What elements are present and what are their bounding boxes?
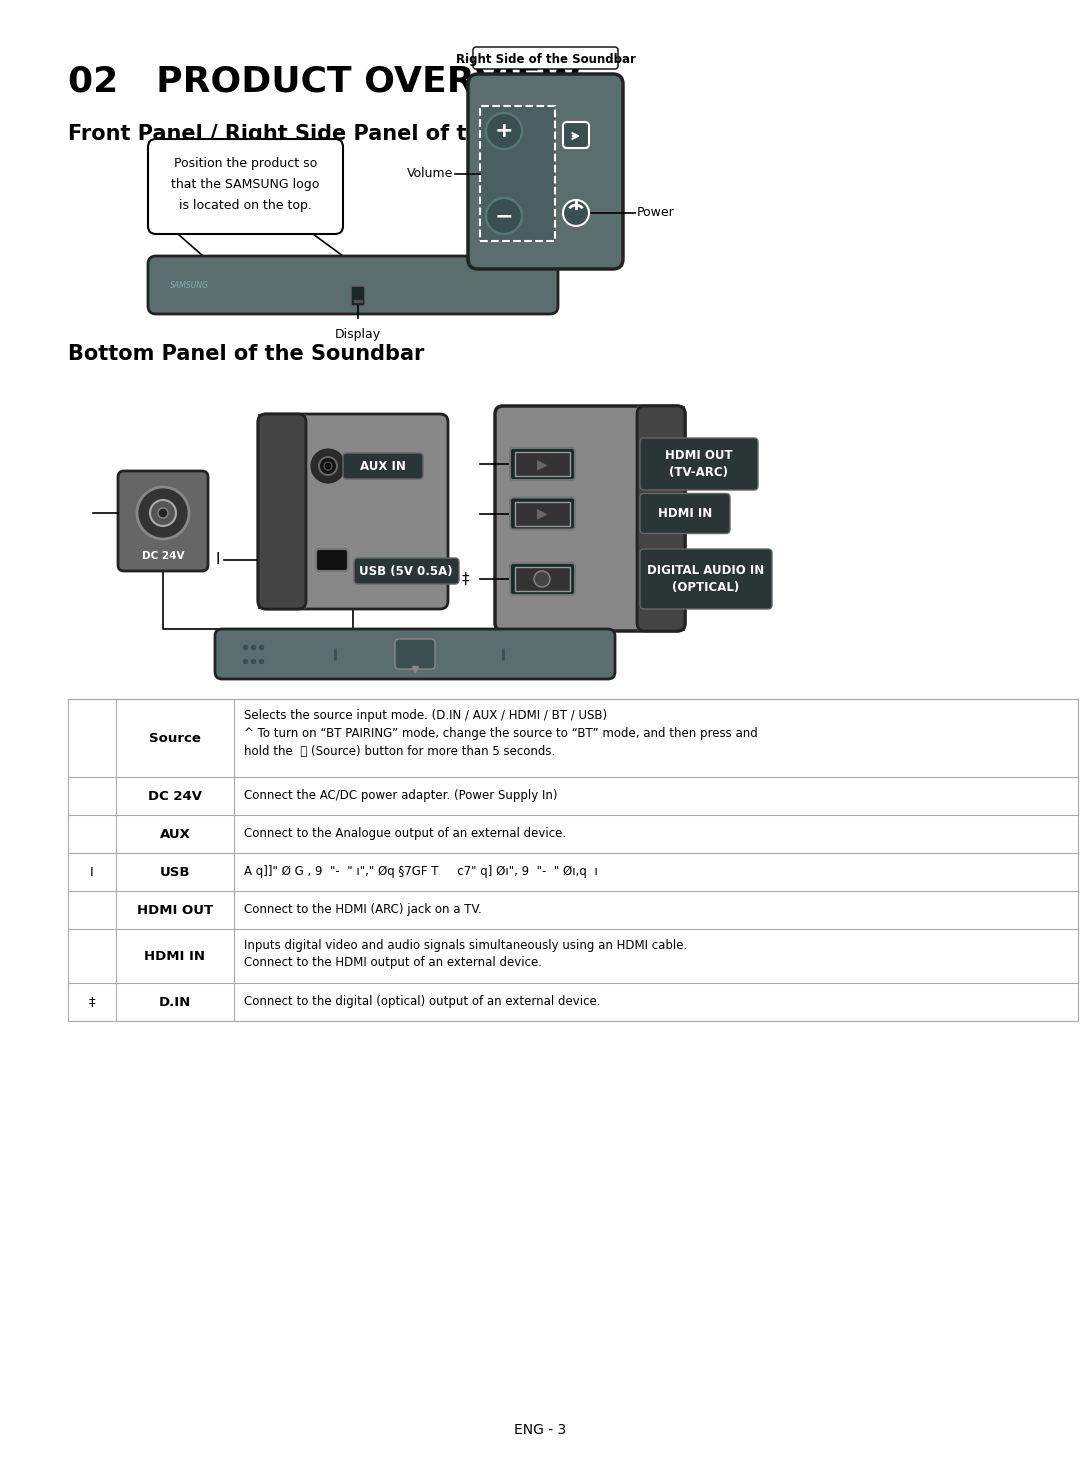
Text: Power: Power xyxy=(637,207,675,219)
Text: 02   PRODUCT OVERVIEW: 02 PRODUCT OVERVIEW xyxy=(68,64,581,98)
Bar xyxy=(515,566,570,592)
FancyBboxPatch shape xyxy=(148,139,343,234)
Circle shape xyxy=(324,461,332,470)
Text: Connect the AC/DC power adapter. (Power Supply In): Connect the AC/DC power adapter. (Power … xyxy=(244,790,557,803)
Circle shape xyxy=(150,500,176,527)
Text: AUX IN: AUX IN xyxy=(360,460,406,472)
Text: DC 24V: DC 24V xyxy=(148,790,202,803)
Text: DIGITAL AUDIO IN
(OPTICAL): DIGITAL AUDIO IN (OPTICAL) xyxy=(647,563,765,595)
FancyBboxPatch shape xyxy=(258,414,448,609)
Text: Right Side of the Soundbar: Right Side of the Soundbar xyxy=(456,53,635,67)
Text: HDMI IN: HDMI IN xyxy=(145,950,205,963)
FancyBboxPatch shape xyxy=(640,549,772,609)
Circle shape xyxy=(309,447,347,485)
FancyBboxPatch shape xyxy=(510,563,575,595)
FancyBboxPatch shape xyxy=(343,453,423,479)
Text: −: − xyxy=(495,206,513,226)
Bar xyxy=(515,453,570,476)
Text: ^ To turn on “BT PAIRING” mode, change the source to “BT” mode, and then press a: ^ To turn on “BT PAIRING” mode, change t… xyxy=(244,728,758,740)
Bar xyxy=(68,700,1078,1021)
FancyBboxPatch shape xyxy=(495,407,685,632)
Circle shape xyxy=(534,571,550,587)
Text: SAMSUNG: SAMSUNG xyxy=(170,281,208,290)
FancyBboxPatch shape xyxy=(354,558,459,584)
Circle shape xyxy=(158,507,168,518)
FancyBboxPatch shape xyxy=(215,629,615,679)
FancyBboxPatch shape xyxy=(510,497,575,529)
Circle shape xyxy=(137,487,189,538)
Bar xyxy=(258,414,306,609)
FancyBboxPatch shape xyxy=(395,639,435,669)
Text: A q]]" Ø G , 9  "-  " ı"," Øq §7GF T     c7" q] Øı", 9  "-  " Øı,q  ı: A q]]" Ø G , 9 "- " ı"," Øq §7GF T c7" q… xyxy=(244,865,597,879)
FancyBboxPatch shape xyxy=(258,414,306,609)
Text: HDMI IN: HDMI IN xyxy=(658,507,712,521)
Text: HDMI OUT
(TV-ARC): HDMI OUT (TV-ARC) xyxy=(665,450,733,479)
Text: ▶: ▶ xyxy=(537,457,548,470)
Text: Connect to the HDMI (ARC) jack on a TV.: Connect to the HDMI (ARC) jack on a TV. xyxy=(244,904,482,917)
Text: ‡: ‡ xyxy=(461,571,469,587)
Text: USB (5V 0.5A): USB (5V 0.5A) xyxy=(360,565,453,577)
Text: hold the  Ⓢ (Source) button for more than 5 seconds.: hold the Ⓢ (Source) button for more than… xyxy=(244,745,555,759)
FancyBboxPatch shape xyxy=(468,74,623,269)
Circle shape xyxy=(563,200,589,226)
Text: I: I xyxy=(90,865,94,879)
Text: ▶: ▶ xyxy=(537,506,548,521)
Text: AUX: AUX xyxy=(160,827,190,840)
FancyBboxPatch shape xyxy=(637,407,685,632)
Text: Front Panel / Right Side Panel of the Soundbar: Front Panel / Right Side Panel of the So… xyxy=(68,124,617,143)
FancyBboxPatch shape xyxy=(148,256,558,314)
FancyBboxPatch shape xyxy=(510,448,575,481)
Circle shape xyxy=(486,112,522,149)
Text: Connect to the digital (optical) output of an external device.: Connect to the digital (optical) output … xyxy=(244,995,600,1009)
FancyBboxPatch shape xyxy=(640,438,758,490)
Text: USB: USB xyxy=(160,865,190,879)
Text: Connect to the Analogue output of an external device.: Connect to the Analogue output of an ext… xyxy=(244,827,566,840)
FancyBboxPatch shape xyxy=(351,285,365,306)
Text: Inputs digital video and audio signals simultaneously using an HDMI cable.: Inputs digital video and audio signals s… xyxy=(244,939,687,952)
Text: Position the product so
that the SAMSUNG logo
is located on the top.: Position the product so that the SAMSUNG… xyxy=(172,157,320,211)
Text: ENG - 3: ENG - 3 xyxy=(514,1423,566,1438)
Text: Selects the source input mode. (D.IN / AUX / HDMI / BT / USB): Selects the source input mode. (D.IN / A… xyxy=(244,708,607,722)
Text: D.IN: D.IN xyxy=(159,995,191,1009)
Text: Connect to the HDMI output of an external device.: Connect to the HDMI output of an externa… xyxy=(244,955,542,969)
Circle shape xyxy=(486,198,522,234)
Text: DC 24V: DC 24V xyxy=(141,552,185,561)
Bar xyxy=(637,407,685,632)
Text: Bottom Panel of the Soundbar: Bottom Panel of the Soundbar xyxy=(68,345,424,364)
Text: Volume: Volume xyxy=(407,167,453,180)
Text: ‡: ‡ xyxy=(89,995,95,1009)
Text: I: I xyxy=(216,553,220,568)
FancyBboxPatch shape xyxy=(563,121,589,148)
Circle shape xyxy=(319,457,337,475)
FancyBboxPatch shape xyxy=(640,494,730,534)
Text: Display: Display xyxy=(335,328,381,342)
Text: +: + xyxy=(495,121,513,141)
Bar xyxy=(515,501,570,525)
Bar xyxy=(480,106,555,241)
FancyBboxPatch shape xyxy=(118,470,208,571)
Text: Source: Source xyxy=(149,732,201,744)
FancyBboxPatch shape xyxy=(473,47,618,70)
FancyBboxPatch shape xyxy=(316,549,348,571)
Text: HDMI OUT: HDMI OUT xyxy=(137,904,213,917)
